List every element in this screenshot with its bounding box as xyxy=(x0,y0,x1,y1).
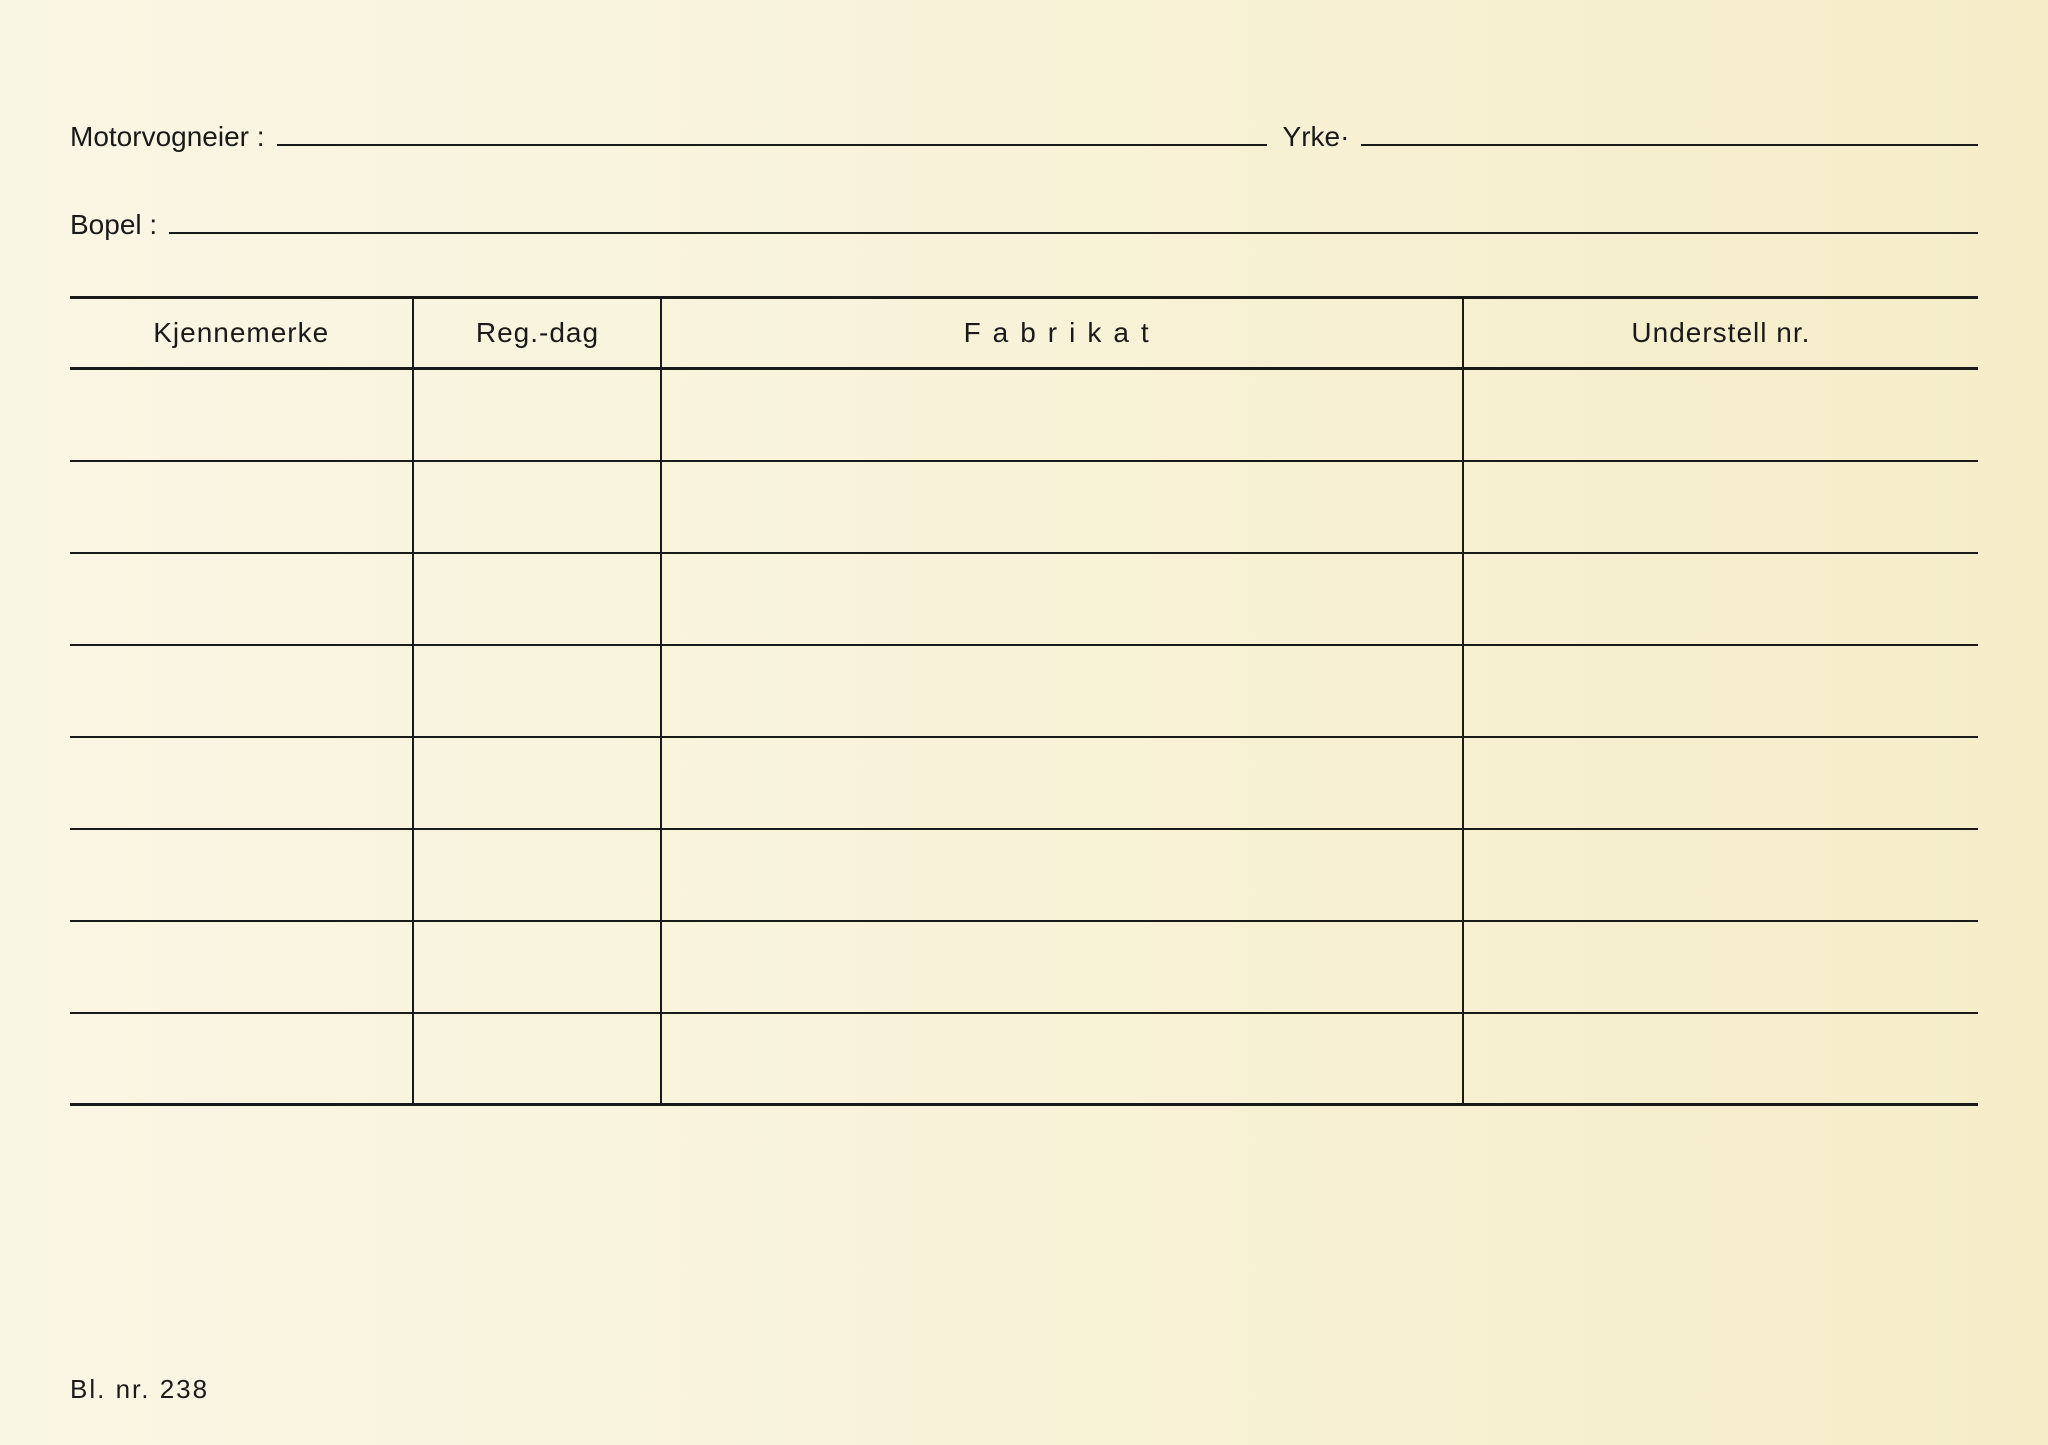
cell xyxy=(1463,553,1978,645)
cell xyxy=(661,829,1462,921)
cell xyxy=(70,645,413,737)
table-row xyxy=(70,369,1978,461)
col-fabrikat: Fabrikat xyxy=(661,298,1462,369)
cell xyxy=(1463,461,1978,553)
cell xyxy=(661,645,1462,737)
cell xyxy=(413,829,661,921)
cell xyxy=(70,1013,413,1105)
cell xyxy=(661,921,1462,1013)
cell xyxy=(1463,737,1978,829)
field-row-address: Bopel : xyxy=(70,208,1978,241)
vehicle-table-container: Kjennemerke Reg.-dag Fabrikat Understell… xyxy=(70,296,1978,1106)
cell xyxy=(1463,1013,1978,1105)
table-body xyxy=(70,369,1978,1105)
cell xyxy=(70,553,413,645)
cell xyxy=(413,645,661,737)
col-understell-nr: Understell nr. xyxy=(1463,298,1978,369)
table-row xyxy=(70,921,1978,1013)
table-row xyxy=(70,737,1978,829)
table-header-row: Kjennemerke Reg.-dag Fabrikat Understell… xyxy=(70,298,1978,369)
cell xyxy=(661,1013,1462,1105)
cell xyxy=(413,1013,661,1105)
table-row xyxy=(70,461,1978,553)
form-number: Bl. nr. 238 xyxy=(70,1374,209,1405)
motorvogneier-label: Motorvogneier : xyxy=(70,121,277,153)
cell xyxy=(413,737,661,829)
cell xyxy=(661,737,1462,829)
cell xyxy=(70,461,413,553)
cell xyxy=(1463,829,1978,921)
bopel-line xyxy=(169,232,1978,234)
motorvogneier-line xyxy=(277,144,1267,146)
cell xyxy=(413,921,661,1013)
bopel-label: Bopel : xyxy=(70,209,169,241)
cell xyxy=(70,921,413,1013)
cell xyxy=(413,369,661,461)
cell xyxy=(70,829,413,921)
table-row xyxy=(70,829,1978,921)
table-row xyxy=(70,553,1978,645)
cell xyxy=(1463,645,1978,737)
yrke-line xyxy=(1361,144,1978,146)
col-reg-dag: Reg.-dag xyxy=(413,298,661,369)
yrke-label: Yrke· xyxy=(1267,121,1362,153)
vehicle-table: Kjennemerke Reg.-dag Fabrikat Understell… xyxy=(70,296,1978,1106)
cell xyxy=(413,461,661,553)
cell xyxy=(1463,369,1978,461)
cell xyxy=(661,461,1462,553)
cell xyxy=(1463,921,1978,1013)
cell xyxy=(413,553,661,645)
col-kjennemerke: Kjennemerke xyxy=(70,298,413,369)
cell xyxy=(70,737,413,829)
cell xyxy=(70,369,413,461)
registration-card: Motorvogneier : Yrke· Bopel : Kjennemerk… xyxy=(70,70,1978,1405)
cell xyxy=(661,553,1462,645)
header-fields: Motorvogneier : Yrke· Bopel : xyxy=(70,120,1978,241)
table-row xyxy=(70,1013,1978,1105)
table-row xyxy=(70,645,1978,737)
cell xyxy=(661,369,1462,461)
field-row-owner-occupation: Motorvogneier : Yrke· xyxy=(70,120,1978,153)
